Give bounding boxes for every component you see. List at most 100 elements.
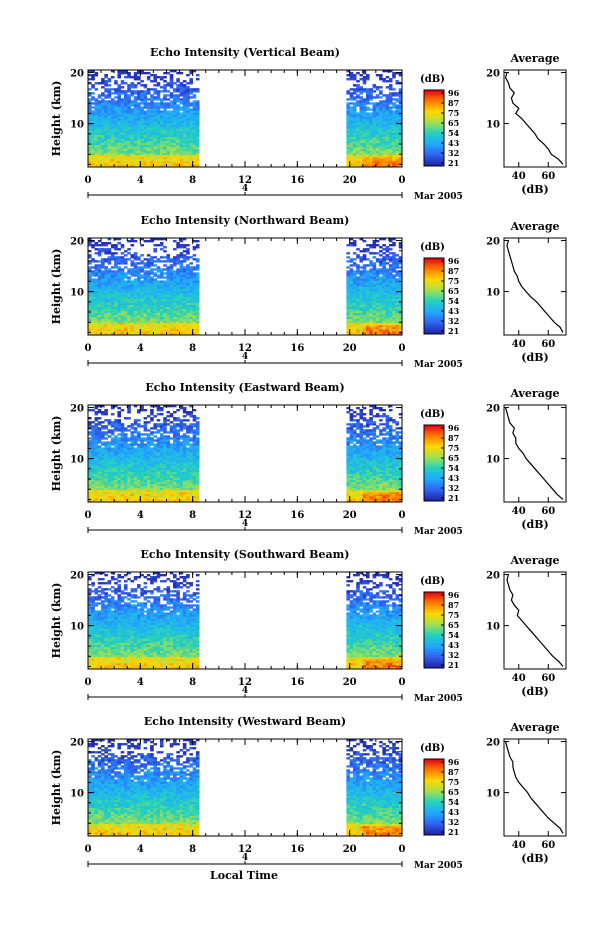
heatmap-cell xyxy=(146,150,151,154)
heatmap-cell xyxy=(156,280,161,283)
heatmap-cell xyxy=(117,162,122,166)
heatmap-cell xyxy=(366,152,370,156)
heatmap-cell xyxy=(104,328,108,332)
heatmap-cell xyxy=(117,144,122,148)
heatmap-cell xyxy=(356,296,360,299)
heatmap-cell xyxy=(114,302,118,305)
heatmap-cell xyxy=(137,114,141,117)
heatmap-cell xyxy=(120,114,125,117)
heatmap-cell xyxy=(120,294,125,297)
heatmap-cell xyxy=(359,148,364,152)
heatmap-cell xyxy=(379,250,383,253)
heatmap-cell xyxy=(97,421,102,424)
heatmap-cell xyxy=(117,76,122,79)
heatmap-cell xyxy=(150,148,154,152)
heatmap-cell xyxy=(192,116,197,119)
heatmap-cell xyxy=(123,70,128,73)
heatmap-cell xyxy=(163,102,167,105)
heatmap-cell xyxy=(176,116,180,119)
heatmap-cell xyxy=(362,284,367,287)
colorbar-segment xyxy=(424,158,444,161)
heatmap-cell xyxy=(385,102,390,105)
heatmap-cell xyxy=(120,485,125,489)
heatmap-cell xyxy=(372,84,377,87)
heatmap-cell xyxy=(388,120,393,123)
heatmap-cell xyxy=(398,150,403,154)
heatmap-cell xyxy=(182,268,187,271)
heatmap-cell xyxy=(398,292,403,295)
heatmap-cell xyxy=(176,126,180,129)
heatmap-cell xyxy=(352,164,357,168)
heatmap-cell xyxy=(186,276,190,279)
heatmap-cell xyxy=(120,112,125,115)
heatmap-cell xyxy=(395,254,400,257)
heatmap-cell xyxy=(352,280,357,283)
heatmap-cell xyxy=(107,120,112,123)
heatmap-cell xyxy=(192,126,197,129)
heatmap-cell xyxy=(372,138,377,142)
heatmap-cell xyxy=(372,294,377,297)
heatmap-cell xyxy=(179,106,184,109)
heatmap-cell xyxy=(382,302,386,305)
heatmap-cell xyxy=(359,124,364,127)
heatmap-cell xyxy=(186,98,190,101)
heatmap-cell xyxy=(146,284,151,287)
heatmap-cell xyxy=(176,98,180,101)
heatmap-cell xyxy=(123,298,128,301)
heatmap-cell xyxy=(153,136,157,140)
heatmap-cell xyxy=(107,256,112,259)
heatmap-cell xyxy=(97,286,102,289)
heatmap-cell xyxy=(362,100,367,103)
heatmap-cell xyxy=(179,82,184,85)
heatmap-cell xyxy=(176,138,180,142)
heatmap-cell xyxy=(356,324,360,328)
heatmap-cell xyxy=(176,122,180,125)
heatmap-cell xyxy=(94,483,99,487)
heatmap-cell xyxy=(356,88,360,91)
heatmap-cell xyxy=(385,290,390,293)
heatmap-cell xyxy=(356,280,360,283)
heatmap-cell xyxy=(127,491,131,495)
heatmap-cell xyxy=(143,162,148,166)
profile-line xyxy=(504,72,564,165)
heatmap-cell xyxy=(120,102,125,105)
heatmap-cell xyxy=(153,300,157,303)
heatmap-cell xyxy=(114,326,118,330)
heatmap-cell xyxy=(169,330,174,334)
heatmap-cell xyxy=(382,70,386,73)
heatmap-cell xyxy=(388,328,393,332)
heatmap-cell xyxy=(107,435,112,438)
heatmap-cell xyxy=(123,489,128,493)
heatmap-cell xyxy=(94,122,99,125)
heatmap-cell xyxy=(362,278,367,281)
heatmap-cell xyxy=(186,118,190,121)
heatmap-cell xyxy=(346,108,350,111)
heatmap-cell xyxy=(110,162,115,166)
heatmap-cell xyxy=(159,90,164,93)
heatmap-cell xyxy=(398,288,403,291)
heatmap-cell xyxy=(91,130,95,133)
heatmap-cell xyxy=(91,98,95,101)
heatmap-cell xyxy=(163,284,167,287)
heatmap-cell xyxy=(107,238,112,241)
heatmap-cell xyxy=(143,272,148,275)
heatmap-cell xyxy=(110,258,115,261)
heatmap-cell xyxy=(382,262,386,265)
heatmap-cell xyxy=(186,120,190,123)
heatmap-cell xyxy=(372,280,377,283)
heatmap-cell xyxy=(153,298,157,301)
heatmap-cell xyxy=(137,308,141,312)
heatmap-cell xyxy=(97,423,102,426)
heatmap-cell xyxy=(150,278,154,281)
heatmap-cell xyxy=(104,304,108,308)
heatmap-cell xyxy=(133,290,138,293)
heatmap-cell xyxy=(392,266,396,269)
heatmap-cell xyxy=(88,118,92,121)
heatmap-cell xyxy=(104,258,108,261)
heatmap-cell xyxy=(97,497,102,501)
heatmap-cell xyxy=(192,142,197,146)
heatmap-cell xyxy=(97,284,102,287)
heatmap-cell xyxy=(94,110,99,113)
colorbar-segment xyxy=(424,93,444,96)
heatmap-cell xyxy=(146,134,151,137)
